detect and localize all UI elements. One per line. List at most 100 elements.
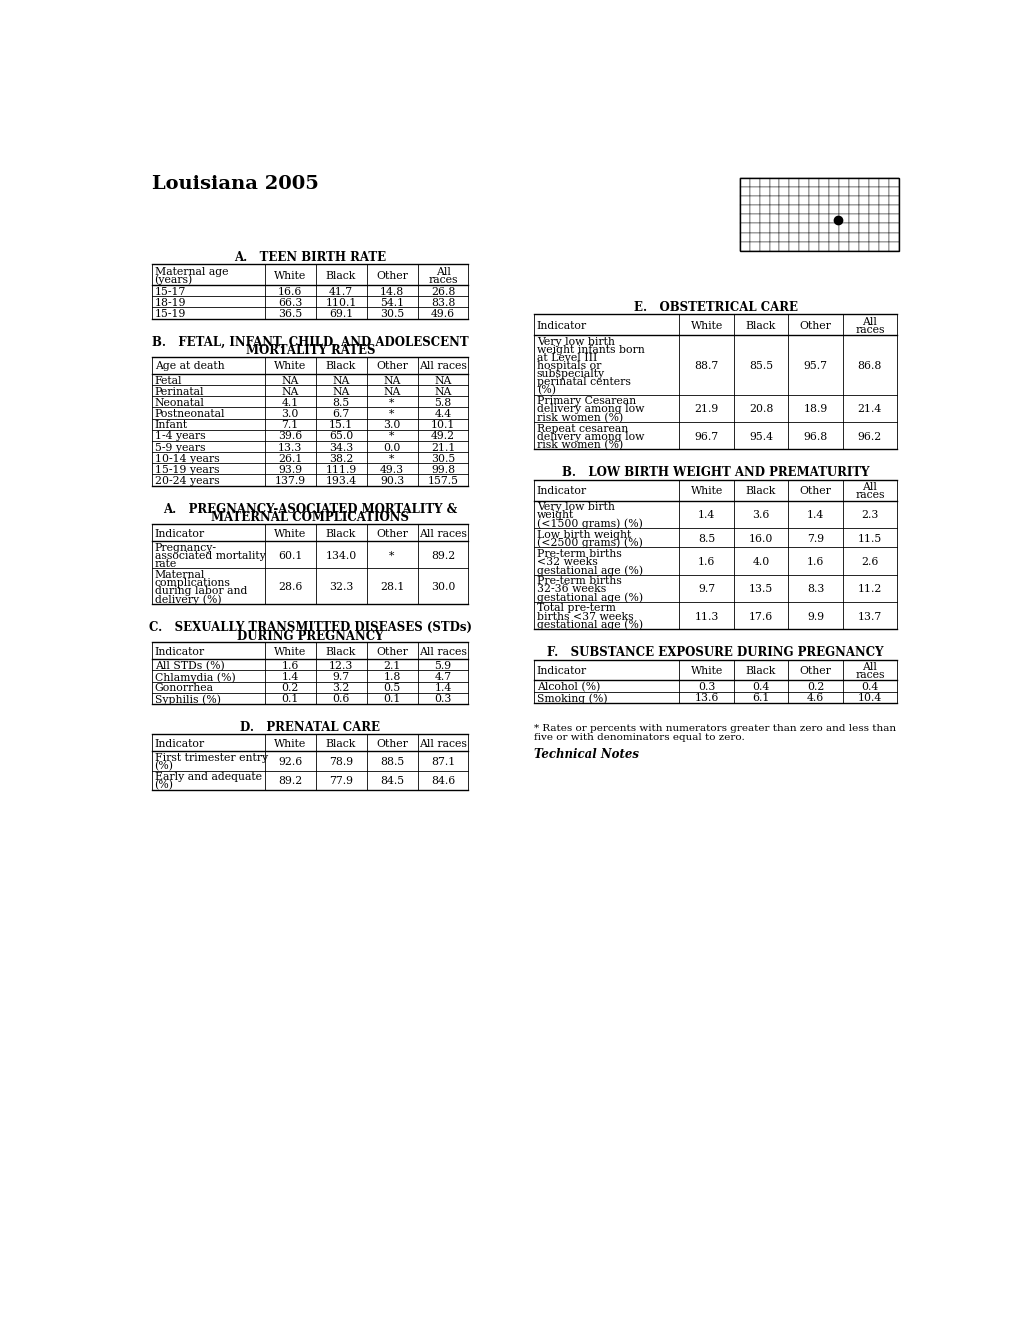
Bar — [848, 232, 858, 242]
Bar — [818, 232, 828, 242]
Bar — [749, 242, 759, 251]
Text: 89.2: 89.2 — [277, 776, 302, 787]
Bar — [848, 214, 858, 223]
Text: White: White — [274, 271, 306, 281]
Text: 3.2: 3.2 — [332, 684, 350, 693]
Text: 96.8: 96.8 — [803, 432, 826, 442]
Text: White: White — [274, 647, 306, 657]
Text: 0.2: 0.2 — [806, 682, 823, 692]
Text: 88.7: 88.7 — [694, 360, 718, 371]
Text: *: * — [389, 409, 394, 418]
Text: 34.3: 34.3 — [328, 442, 353, 453]
Bar — [789, 195, 799, 205]
Text: 32-36 weeks: 32-36 weeks — [536, 585, 605, 594]
Bar — [739, 178, 898, 251]
Text: 10.4: 10.4 — [857, 693, 881, 704]
Text: 0.6: 0.6 — [332, 694, 350, 705]
Bar — [739, 242, 749, 251]
Text: 95.7: 95.7 — [803, 360, 826, 371]
Text: races: races — [854, 490, 883, 500]
Bar — [839, 195, 848, 205]
Text: 26.1: 26.1 — [277, 454, 302, 463]
Text: Perinatal: Perinatal — [155, 387, 204, 397]
Text: 111.9: 111.9 — [325, 465, 357, 475]
Bar — [828, 178, 839, 187]
Bar — [808, 187, 818, 195]
Bar — [848, 187, 858, 195]
Bar — [888, 178, 898, 187]
Text: NA: NA — [383, 387, 400, 397]
Text: 28.6: 28.6 — [277, 582, 302, 593]
Text: 8.5: 8.5 — [332, 397, 350, 408]
Bar — [878, 232, 888, 242]
Text: delivery (%): delivery (%) — [155, 594, 221, 605]
Bar — [878, 214, 888, 223]
Text: White: White — [274, 362, 306, 371]
Text: MATERNAL COMPLICATIONS: MATERNAL COMPLICATIONS — [211, 511, 409, 524]
Bar — [799, 242, 808, 251]
Bar — [768, 205, 779, 214]
Text: First trimester entry: First trimester entry — [155, 752, 268, 763]
Text: 87.1: 87.1 — [430, 756, 454, 767]
Text: 89.2: 89.2 — [430, 550, 454, 561]
Text: 2.1: 2.1 — [383, 661, 400, 671]
Text: 0.2: 0.2 — [281, 684, 299, 693]
Text: 11.5: 11.5 — [857, 533, 881, 544]
Text: 85.5: 85.5 — [748, 360, 772, 371]
Text: 83.8: 83.8 — [430, 298, 454, 308]
Text: 0.0: 0.0 — [383, 442, 400, 453]
Bar — [808, 232, 818, 242]
Bar — [799, 178, 808, 187]
Text: 7.9: 7.9 — [806, 533, 823, 544]
Bar — [759, 187, 768, 195]
Text: 5.9: 5.9 — [434, 661, 451, 671]
Bar — [888, 205, 898, 214]
Bar — [799, 214, 808, 223]
Text: * Rates or percents with numerators greater than zero and less than: * Rates or percents with numerators grea… — [534, 723, 896, 733]
Text: (%): (%) — [536, 385, 555, 396]
Text: NA: NA — [332, 376, 350, 385]
Text: gestational age (%): gestational age (%) — [536, 565, 642, 576]
Text: C.   SEXUALLY TRANSMITTED DISEASES (STDs): C. SEXUALLY TRANSMITTED DISEASES (STDs) — [149, 620, 472, 634]
Bar — [789, 242, 799, 251]
Bar — [888, 214, 898, 223]
Text: NA: NA — [281, 387, 299, 397]
Text: 84.6: 84.6 — [430, 776, 454, 787]
Text: 10.1: 10.1 — [430, 420, 454, 430]
Text: 134.0: 134.0 — [325, 550, 357, 561]
Bar — [789, 205, 799, 214]
Bar — [818, 205, 828, 214]
Text: White: White — [690, 667, 722, 676]
Bar — [759, 195, 768, 205]
Text: 13.6: 13.6 — [694, 693, 718, 704]
Text: (%): (%) — [155, 760, 173, 771]
Text: 96.2: 96.2 — [857, 432, 881, 442]
Text: Pre-term births: Pre-term births — [536, 576, 621, 586]
Text: 32.3: 32.3 — [328, 582, 353, 593]
Text: 2.6: 2.6 — [860, 557, 877, 566]
Text: during labor and: during labor and — [155, 586, 247, 597]
Text: delivery among low: delivery among low — [536, 404, 643, 414]
Text: 4.4: 4.4 — [434, 409, 451, 418]
Text: 14.8: 14.8 — [379, 286, 404, 297]
Text: Indicator: Indicator — [155, 647, 205, 657]
Text: 4.0: 4.0 — [752, 557, 769, 566]
Bar — [799, 195, 808, 205]
Text: 92.6: 92.6 — [277, 756, 302, 767]
Text: All: All — [435, 267, 450, 277]
Text: Low birth weight: Low birth weight — [536, 529, 631, 540]
Text: 15-17: 15-17 — [155, 286, 185, 297]
Text: 21.9: 21.9 — [694, 404, 718, 414]
Bar — [888, 187, 898, 195]
Bar — [848, 178, 858, 187]
Text: 5.8: 5.8 — [434, 397, 451, 408]
Text: risk women (%): risk women (%) — [536, 440, 623, 450]
Bar — [759, 205, 768, 214]
Text: 1-4 years: 1-4 years — [155, 432, 205, 441]
Bar — [818, 242, 828, 251]
Text: 8.3: 8.3 — [806, 585, 823, 594]
Bar — [749, 223, 759, 232]
Bar — [768, 242, 779, 251]
Bar — [739, 214, 749, 223]
Bar — [888, 232, 898, 242]
